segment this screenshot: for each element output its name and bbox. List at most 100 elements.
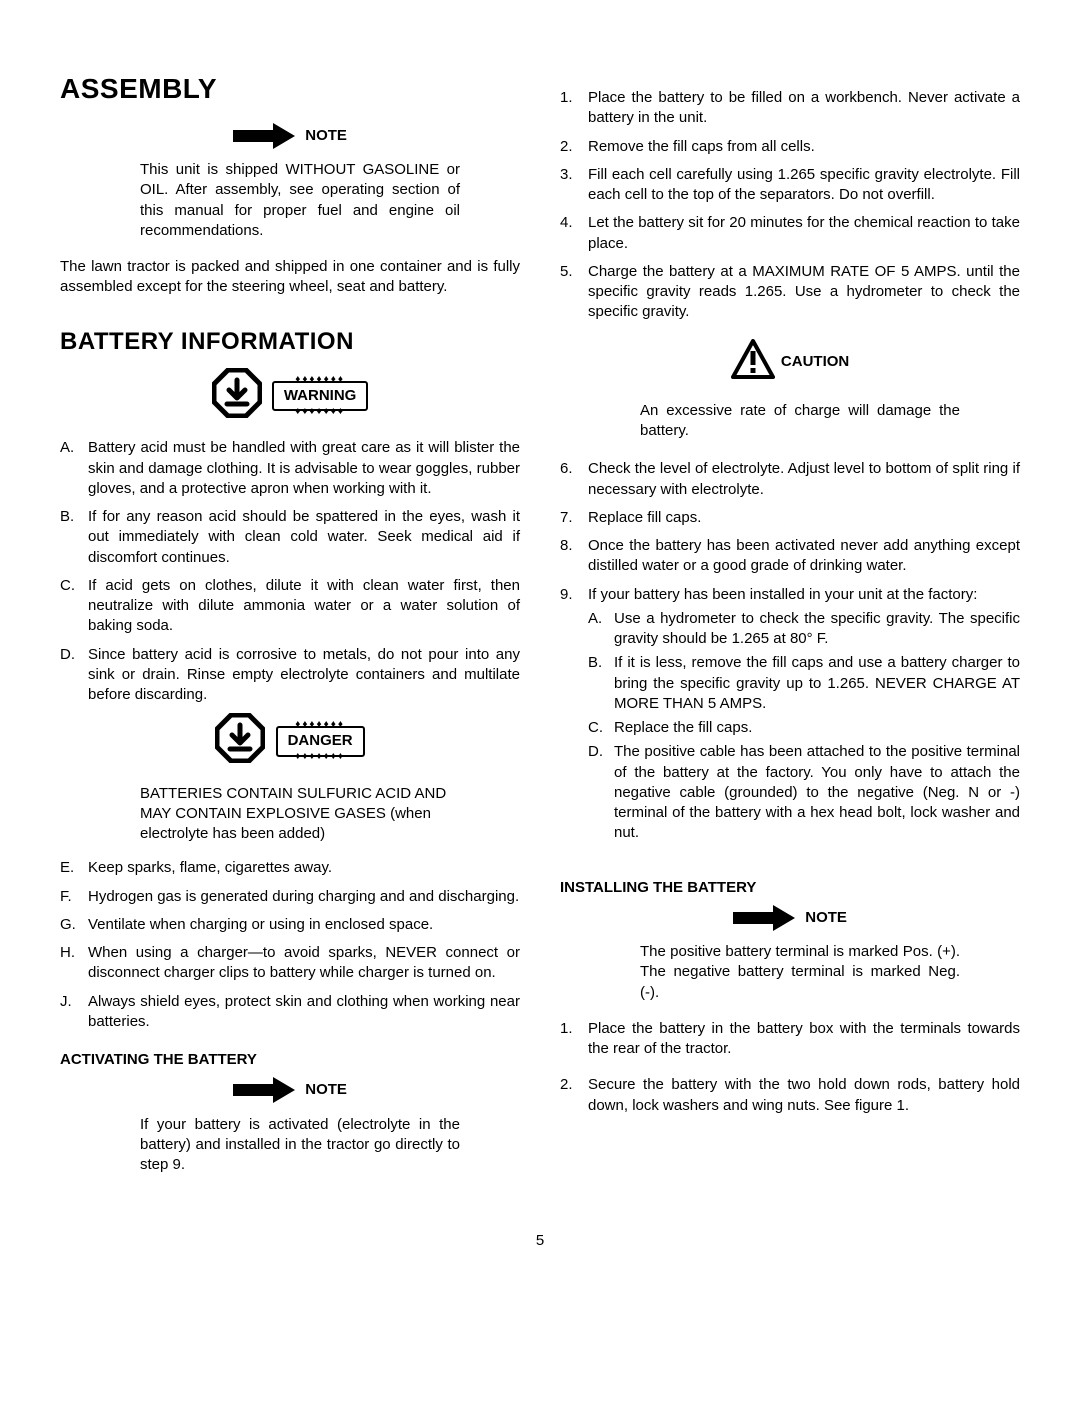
item-marker: 2. [560, 137, 588, 157]
caution-triangle-icon [731, 339, 775, 385]
assembly-paragraph: The lawn tractor is packed and shipped i… [60, 257, 520, 298]
note-label: NOTE [305, 127, 347, 144]
item-text: Since battery acid is corrosive to metal… [88, 645, 520, 706]
item-text: If for any reason acid should be spatter… [88, 507, 520, 568]
item-marker: C. [60, 576, 88, 637]
item-marker: D. [588, 742, 614, 843]
battery-info-heading: BATTERY INFORMATION [60, 326, 520, 358]
item-text: Fill each cell carefully using 1.265 spe… [588, 165, 1020, 206]
item-text: Replace the fill caps. [614, 718, 1020, 738]
activating-heading: ACTIVATING THE BATTERY [60, 1050, 520, 1070]
item-marker: 2. [560, 1075, 588, 1116]
caution-block: CAUTION [560, 339, 1020, 385]
item-marker: 1. [560, 88, 588, 129]
item-marker: C. [588, 718, 614, 738]
list-item: F.Hydrogen gas is generated during charg… [60, 887, 520, 907]
item-marker: 1. [560, 1019, 588, 1060]
item-marker: 7. [560, 508, 588, 528]
list-item: E.Keep sparks, flame, cigarettes away. [60, 858, 520, 878]
item-text: Battery acid must be handled with great … [88, 438, 520, 499]
warning-block: WARNING [60, 368, 520, 424]
item-marker: 3. [560, 165, 588, 206]
note-block: NOTE [560, 908, 1020, 928]
item-text: Charge the battery at a MAXIMUM RATE OF … [588, 262, 1020, 323]
item-marker: 8. [560, 536, 588, 577]
item-marker: F. [60, 887, 88, 907]
list-item: 4.Let the battery sit for 20 minutes for… [560, 213, 1020, 254]
page-number: 5 [60, 1231, 1020, 1251]
item-marker: 5. [560, 262, 588, 323]
list-item: 8.Once the battery has been activated ne… [560, 536, 1020, 577]
steps-list-2: 6.Check the level of electrolyte. Adjust… [560, 459, 1020, 847]
arrow-icon [233, 127, 297, 145]
item-text: Let the battery sit for 20 minutes for t… [588, 213, 1020, 254]
warning-list-1: A.Battery acid must be handled with grea… [60, 438, 520, 705]
item-marker: G. [60, 915, 88, 935]
item-content: If your battery has been installed in yo… [588, 585, 1020, 848]
caution-text: An excessive rate of charge will damage … [640, 401, 960, 442]
list-item: 5.Charge the battery at a MAXIMUM RATE O… [560, 262, 1020, 323]
note-label: NOTE [805, 909, 847, 926]
list-item: B.If for any reason acid should be spatt… [60, 507, 520, 568]
item-marker: H. [60, 943, 88, 984]
warning-list-2: E.Keep sparks, flame, cigarettes away. F… [60, 858, 520, 1032]
item-text: Ventilate when charging or using in encl… [88, 915, 520, 935]
step9-intro: If your battery has been installed in yo… [588, 586, 977, 603]
list-item: 2.Secure the battery with the two hold d… [560, 1075, 1020, 1116]
list-item: 9. If your battery has been installed in… [560, 585, 1020, 848]
list-item: C.If acid gets on clothes, dilute it wit… [60, 576, 520, 637]
list-item: G.Ventilate when charging or using in en… [60, 915, 520, 935]
step9-sublist: A.Use a hydrometer to check the specific… [588, 609, 1020, 844]
list-item: 7.Replace fill caps. [560, 508, 1020, 528]
left-column: ASSEMBLY NOTE This unit is shipped WITHO… [60, 70, 520, 1191]
down-arrow-octagon-icon [215, 713, 265, 769]
list-item: 1.Place the battery in the battery box w… [560, 1019, 1020, 1060]
item-text: Place the battery to be filled on a work… [588, 88, 1020, 129]
caution-label: CAUTION [781, 353, 849, 370]
danger-block: DANGER [60, 713, 520, 769]
item-marker: 6. [560, 459, 588, 500]
note-block: NOTE [60, 126, 520, 146]
arrow-icon [733, 909, 797, 927]
item-text: Remove the fill caps from all cells. [588, 137, 1020, 157]
list-item: J.Always shield eyes, protect skin and c… [60, 992, 520, 1033]
item-marker: J. [60, 992, 88, 1033]
warning-label: WARNING [272, 381, 369, 411]
item-marker: D. [60, 645, 88, 706]
item-text: The positive cable has been attached to … [614, 742, 1020, 843]
danger-text: BATTERIES CONTAIN SULFURIC ACID AND MAY … [140, 784, 480, 845]
item-marker: A. [588, 609, 614, 650]
list-item: 6.Check the level of electrolyte. Adjust… [560, 459, 1020, 500]
item-text: Place the battery in the battery box wit… [588, 1019, 1020, 1060]
item-marker: B. [60, 507, 88, 568]
note-block: NOTE [60, 1080, 520, 1100]
item-text: Hydrogen gas is generated during chargin… [88, 887, 520, 907]
item-text: Check the level of electrolyte. Adjust l… [588, 459, 1020, 500]
list-item: H.When using a charger—to avoid sparks, … [60, 943, 520, 984]
item-text: If acid gets on clothes, dilute it with … [88, 576, 520, 637]
item-marker: B. [588, 653, 614, 714]
item-marker: 9. [560, 585, 588, 848]
right-column: 1.Place the battery to be filled on a wo… [560, 70, 1020, 1191]
installing-note-text: The positive battery terminal is marked … [640, 942, 960, 1003]
list-item: 3.Fill each cell carefully using 1.265 s… [560, 165, 1020, 206]
note-label: NOTE [305, 1081, 347, 1098]
assembly-heading: ASSEMBLY [60, 70, 520, 108]
item-text: Replace fill caps. [588, 508, 1020, 528]
item-text: Always shield eyes, protect skin and clo… [88, 992, 520, 1033]
install-steps-list: 1.Place the battery in the battery box w… [560, 1019, 1020, 1116]
list-item: A.Use a hydrometer to check the specific… [588, 609, 1020, 650]
list-item: B.If it is less, remove the fill caps an… [588, 653, 1020, 714]
item-text: Use a hydrometer to check the specific g… [614, 609, 1020, 650]
list-item: D.The positive cable has been attached t… [588, 742, 1020, 843]
steps-list-1: 1.Place the battery to be filled on a wo… [560, 88, 1020, 323]
activating-note-text: If your battery is activated (electrolyt… [140, 1115, 460, 1176]
list-item: A.Battery acid must be handled with grea… [60, 438, 520, 499]
danger-label: DANGER [276, 726, 365, 756]
list-item: 2.Remove the fill caps from all cells. [560, 137, 1020, 157]
arrow-icon [233, 1081, 297, 1099]
item-marker: A. [60, 438, 88, 499]
item-text: Once the battery has been activated neve… [588, 536, 1020, 577]
list-item: C.Replace the fill caps. [588, 718, 1020, 738]
list-item: 1.Place the battery to be filled on a wo… [560, 88, 1020, 129]
